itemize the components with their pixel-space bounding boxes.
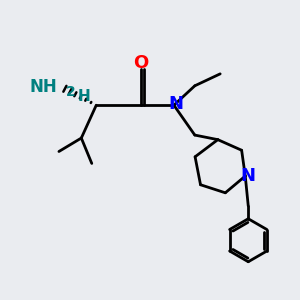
- Text: H: H: [77, 89, 90, 104]
- Text: 2: 2: [65, 85, 75, 99]
- Text: N: N: [168, 95, 183, 113]
- Text: NH: NH: [30, 78, 57, 96]
- Text: N: N: [240, 167, 255, 185]
- Text: O: O: [134, 54, 149, 72]
